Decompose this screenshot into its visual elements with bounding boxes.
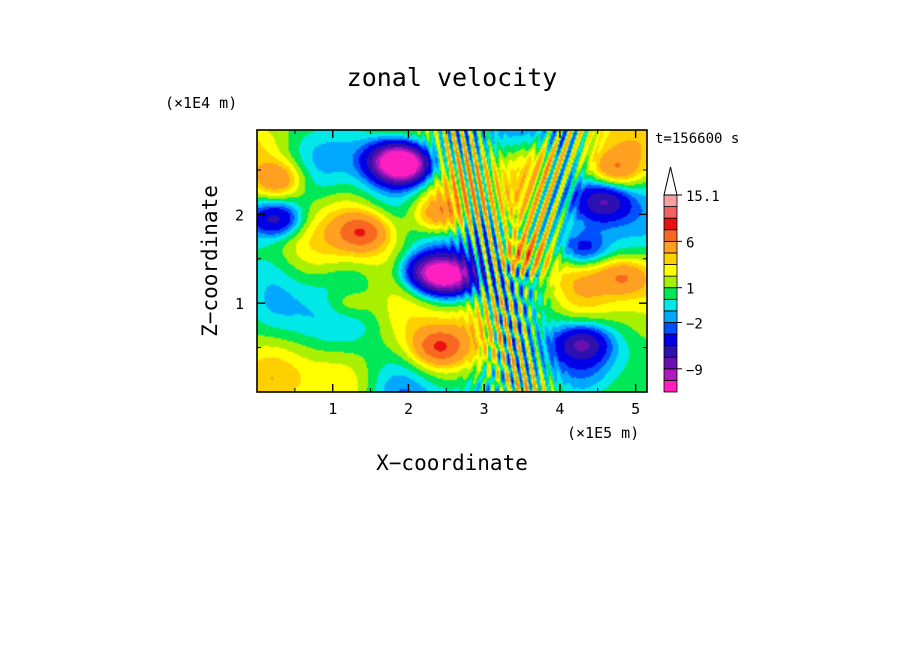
colorbar-swatch [663, 356, 678, 370]
colorbar-swatch [663, 264, 678, 277]
colorbar-swatch [663, 275, 678, 289]
colorbar: 15.1 6 1 −2 −9 [663, 166, 720, 393]
colorbar-swatch [663, 380, 678, 393]
x-tick-label: 4 [555, 400, 564, 418]
colorbar-swatch [663, 206, 678, 219]
x-unit-label: (×1E5 m) [567, 424, 639, 442]
colorbar-swatch [663, 368, 678, 381]
colorbar-label: −2 [686, 316, 703, 332]
x-tick-label: 3 [480, 400, 489, 418]
x-tick-label: 5 [631, 400, 640, 418]
contour-fill [257, 130, 647, 392]
colorbar-swatch [663, 322, 678, 335]
y-tick-label: 1 [235, 295, 244, 313]
colorbar-swatch [663, 229, 678, 242]
time-label: t=156600 s [655, 131, 739, 147]
x-tick-label: 2 [404, 400, 413, 418]
x-axis: 1 2 3 4 5 [294, 130, 640, 418]
contour-field [257, 130, 647, 392]
colorbar-swatch [663, 287, 678, 300]
x-tick-label: 1 [328, 400, 337, 418]
colorbar-swatch [663, 240, 678, 254]
colorbar-swatch [663, 298, 678, 312]
colorbar-swatch [663, 333, 678, 347]
colorbar-label: 15.1 [686, 189, 720, 205]
y-axis: 12 [235, 169, 647, 349]
colorbar-swatch [663, 194, 678, 207]
y-unit-label: (×1E4 m) [165, 94, 237, 112]
plot-frame [256, 129, 648, 393]
colorbar-swatch [663, 310, 678, 323]
chart-title: zonal velocity [347, 63, 558, 92]
colorbar-swatch [663, 345, 678, 358]
x-axis-label: X−coordinate [376, 451, 528, 475]
y-tick-label: 2 [235, 206, 244, 224]
colorbar-label: 6 [686, 235, 694, 251]
colorbar-swatch [663, 217, 678, 231]
colorbar-label: 1 [686, 282, 694, 298]
colorbar-label: −9 [686, 363, 703, 379]
y-axis-label: Z−coordinate [198, 185, 222, 337]
colorbar-extend-arrow [663, 166, 678, 196]
colorbar-swatch [663, 252, 678, 265]
